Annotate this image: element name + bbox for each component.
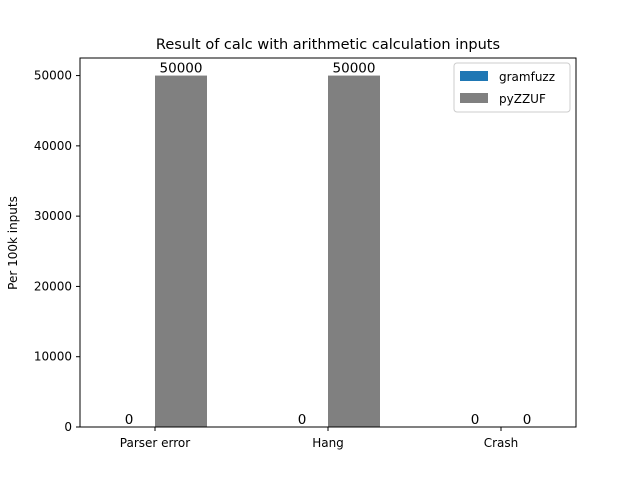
legend-swatch-gramfuzz <box>460 71 488 81</box>
data-label: 0 <box>298 412 307 428</box>
legend-swatch-pyZZUF <box>460 93 488 103</box>
x-tick-label: Crash <box>484 436 519 450</box>
y-tick-label: 50000 <box>34 69 72 83</box>
data-label: 0 <box>471 412 480 428</box>
x-tick-label: Hang <box>312 436 344 450</box>
y-axis-label: Per 100k inputs <box>6 196 20 290</box>
chart-title: Result of calc with arithmetic calculati… <box>156 37 500 53</box>
legend: gramfuzz pyZZUF <box>453 62 571 113</box>
data-label: 0 <box>125 412 134 428</box>
y-tick-label: 20000 <box>34 279 72 293</box>
y-tick-label: 30000 <box>34 209 72 223</box>
legend-label-gramfuzz: gramfuzz <box>499 70 555 84</box>
x-tick-label: Parser error <box>120 436 190 450</box>
y-tick-label: 0 <box>64 420 72 434</box>
legend-label-pyZZUF: pyZZUF <box>499 92 546 106</box>
plot-area: 0 0 0 50000 50000 0 0 10000 20000 30000 40000 50000… <box>34 57 577 450</box>
data-label: 50000 <box>333 61 376 77</box>
bar-pyZZUF-hang <box>328 75 380 428</box>
y-tick-label: 40000 <box>34 139 72 153</box>
data-label: 50000 <box>160 61 203 77</box>
bar-pyZZUF-parser-error <box>155 75 207 428</box>
y-tick-label: 10000 <box>34 350 72 364</box>
data-label: 0 <box>523 412 532 428</box>
